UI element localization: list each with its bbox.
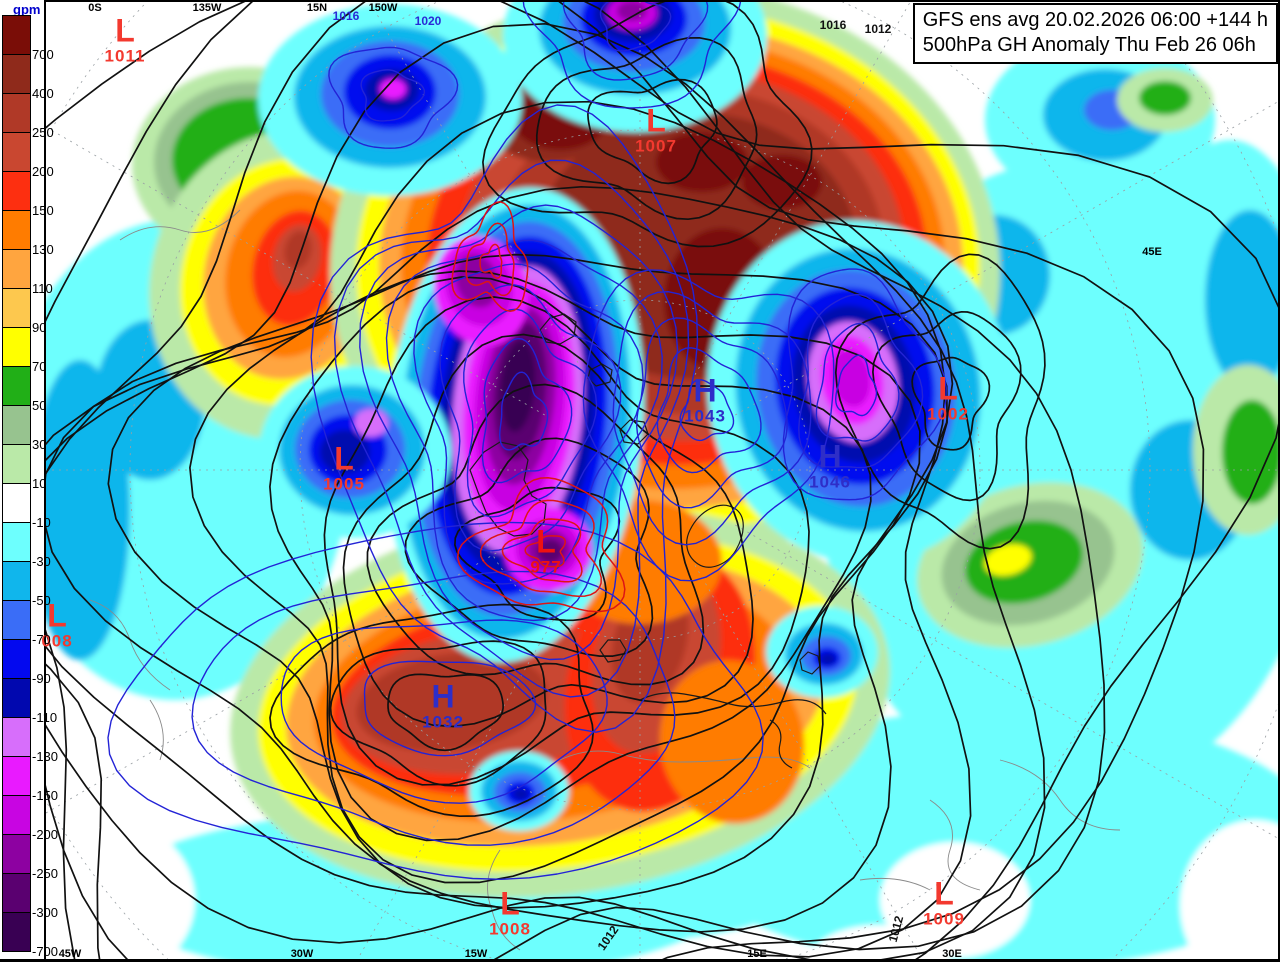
colorbar-cell: -200 — [3, 796, 58, 842]
anomaly-region-cold-top-center — [503, 0, 767, 132]
colorbar-tick-label: -300 — [32, 905, 59, 920]
anomaly-region-white-patches — [44, 820, 1280, 962]
colorbar-tick-label: 70 — [32, 359, 47, 374]
colorbar-tick-label: 250 — [32, 125, 54, 140]
colorbar-cell: -150 — [3, 757, 58, 803]
title-line-model-run: GFS ens avg 20.02.2026 06:00 +144 h — [922, 9, 1268, 31]
colorbar-cell: 70 — [3, 328, 46, 374]
contour-set — [834, 253, 1046, 550]
contour-set — [310, 104, 699, 733]
colorbar-cell: 130 — [3, 211, 54, 257]
map-bottom-border — [0, 959, 1280, 962]
contour-set — [451, 201, 529, 312]
colorbar-tick-label: 30 — [32, 437, 47, 452]
colorbar-cell: -700 — [3, 913, 58, 959]
colorbar-cell: -130 — [3, 718, 58, 764]
contour-set — [328, 46, 459, 149]
title-box: GFS ens avg 20.02.2026 06:00 +144 h 500h… — [912, 3, 1278, 64]
colorbar-tick-label: -50 — [32, 593, 51, 608]
colorbar-cell: 50 — [3, 367, 46, 413]
title-line-parameter: 500hPa GH Anomaly Thu Feb 26 06h — [922, 34, 1256, 56]
colorbar-tick-label: 110 — [32, 281, 53, 296]
colorbar-tick-label: -90 — [32, 671, 51, 686]
colorbar-cell: 200 — [3, 133, 54, 179]
contour-set — [782, 268, 947, 501]
colorbar-cell: 30 — [3, 406, 46, 452]
colorbar-tick-label: -130 — [32, 749, 59, 764]
colorbar-tick-label: 10 — [32, 476, 47, 491]
colorbar-tick-label: -200 — [32, 827, 59, 842]
colorbar-cell: -90 — [3, 640, 51, 686]
anomaly-region-green-top-right-small — [1117, 68, 1213, 132]
colorbar-tick-label: -150 — [32, 788, 59, 803]
colorbar-cell: 150 — [3, 172, 54, 218]
anomaly-region-cold-greenland-vortex — [385, 187, 645, 663]
colorbar-tick-label: -70 — [32, 632, 51, 647]
contour-set — [456, 477, 626, 613]
colorbar-cell: -70 — [3, 601, 51, 647]
colorbar-tick-label: 400 — [32, 86, 54, 101]
colorbar-tick-label: -30 — [32, 554, 51, 569]
colorbar-cell: -110 — [3, 679, 57, 725]
colorbar-cell: -30 — [3, 523, 51, 569]
colorbar-cell: 700 — [3, 16, 54, 62]
colorbar-cell: 400 — [3, 55, 54, 101]
anomaly-region-green-right-mid — [917, 482, 1143, 648]
colorbar-tick-label: 50 — [32, 398, 47, 413]
colorbar-cell: 10 — [3, 445, 46, 491]
colorbar-cell: -300 — [3, 874, 58, 920]
colorbar-cell: 90 — [3, 289, 46, 335]
colorbar: gpm 700 400 250 200 150 130 110 90 70 50 30 10 -10 -3… — [0, 0, 58, 962]
colorbar-tick-label: -700 — [32, 944, 59, 959]
colorbar-unit-label: gpm — [13, 2, 41, 17]
colorbar-tick-label: -110 — [32, 710, 58, 725]
colorbar-tick-label: 200 — [32, 164, 54, 179]
colorbar-tick-label: 90 — [32, 320, 47, 335]
colorbar-cell: -10 — [3, 484, 51, 530]
colorbar-cell: -50 — [3, 562, 51, 608]
colorbar-scale: 700 400 250 200 150 130 110 90 70 50 30 10 -10 -30 -50… — [2, 15, 58, 959]
colorbar-cell: -250 — [3, 835, 58, 881]
colorbar-tick-label: 150 — [32, 203, 54, 218]
anomaly-region-warm-south-belt — [230, 500, 890, 898]
anomaly-region-green-right-edge — [1193, 365, 1280, 535]
colorbar-cell: 250 — [3, 94, 54, 140]
colorbar-tick-label: 130 — [32, 242, 54, 257]
colorbar-tick-label: 700 — [32, 47, 54, 62]
colorbar-tick-label: -10 — [32, 515, 51, 530]
colorbar-tick-label: -250 — [32, 866, 59, 881]
contour-set — [482, 0, 813, 248]
contour-set — [522, 0, 742, 109]
contour-set — [582, 269, 835, 582]
contour-set — [269, 603, 594, 818]
colorbar-cell: 110 — [3, 250, 53, 296]
anomaly-region-cold-bering — [258, 4, 522, 196]
